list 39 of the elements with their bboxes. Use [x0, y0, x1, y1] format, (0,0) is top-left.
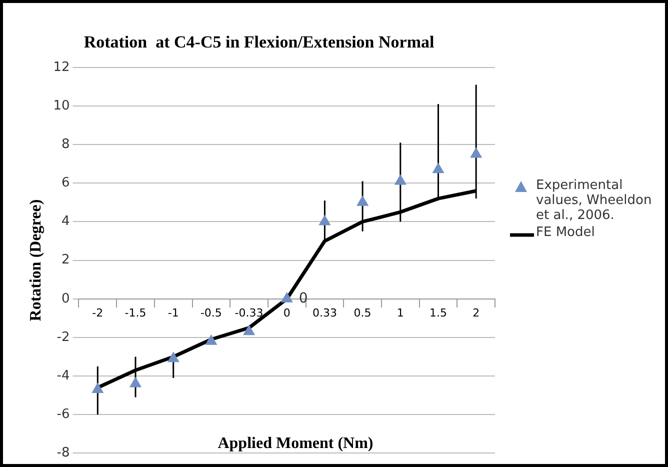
x-tick-label: 0.5 — [354, 306, 372, 320]
y-tick-label: -2 — [56, 330, 70, 345]
point — [356, 195, 369, 206]
y-tick-label: 10 — [53, 98, 70, 114]
x-tick-label: -2 — [92, 306, 104, 320]
y-tick-label: 0 — [61, 291, 70, 306]
x-tick-label: 1.5 — [429, 306, 447, 320]
point — [318, 214, 331, 226]
x-tick-label: -0.33 — [234, 306, 264, 320]
y-tick-label: 12 — [53, 60, 70, 75]
x-axis-title: Applied Moment (Nm) — [216, 435, 374, 453]
chart-title: Rotation at C4-C5 in Flexion/Extension Normal — [84, 32, 434, 52]
point — [129, 376, 142, 388]
y-axis-title: Rotation (Degree) — [28, 199, 45, 322]
x-tick-label: 0 — [283, 306, 290, 320]
y-tick-label: 8 — [61, 136, 70, 152]
x-tick-label: 0.33 — [312, 306, 337, 320]
y-tick-label: 2 — [61, 252, 70, 268]
y-tick-label: -8 — [56, 446, 70, 461]
x-tick-label: 2 — [472, 306, 480, 320]
y-tick-label: 4 — [61, 214, 70, 230]
point — [394, 174, 406, 185]
point — [92, 382, 104, 394]
point — [167, 352, 180, 362]
x-tick-label: -1 — [168, 306, 179, 320]
y-tick-label: 6 — [61, 176, 70, 191]
x-tick-label: -0.5 — [200, 306, 222, 320]
point — [205, 334, 218, 345]
point — [470, 147, 482, 158]
x-tick-label: 1 — [396, 306, 404, 320]
point — [242, 324, 256, 336]
y-tick-label: -4 — [56, 368, 70, 384]
legend-label: Experimental values, Wheeldon et al., 2006. — [536, 178, 653, 223]
y-tick-label: -6 — [56, 406, 70, 422]
annotation: 0 — [298, 290, 308, 307]
legend-label: FE Model — [536, 225, 595, 240]
point — [280, 292, 293, 302]
point — [432, 162, 444, 174]
x-tick-label: -1.5 — [124, 306, 146, 320]
